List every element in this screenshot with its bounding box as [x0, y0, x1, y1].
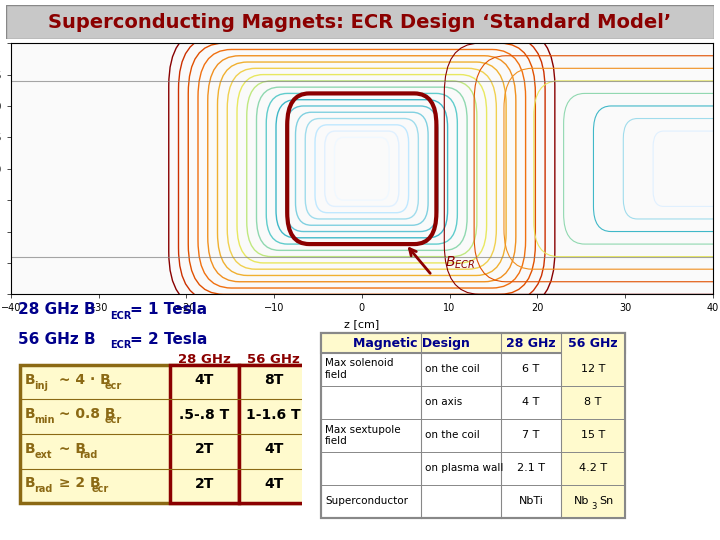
X-axis label: z [cm]: z [cm]	[344, 319, 379, 329]
Text: on the coil: on the coil	[425, 364, 480, 374]
Text: ecr: ecr	[104, 415, 122, 425]
Text: B: B	[24, 407, 35, 421]
Text: 4T: 4T	[264, 477, 283, 491]
Text: Max sextupole
field: Max sextupole field	[325, 424, 401, 446]
Text: 7 T: 7 T	[522, 430, 540, 440]
FancyBboxPatch shape	[20, 365, 308, 503]
FancyBboxPatch shape	[239, 365, 308, 503]
Text: 8 T: 8 T	[584, 397, 602, 407]
FancyBboxPatch shape	[321, 333, 625, 518]
Text: ≥ 2 B: ≥ 2 B	[53, 476, 100, 490]
Text: ~ 0.8 B: ~ 0.8 B	[53, 407, 115, 421]
Text: B: B	[24, 476, 35, 490]
Text: 3: 3	[591, 502, 596, 511]
Text: Superconductor: Superconductor	[325, 496, 408, 507]
Text: on the coil: on the coil	[425, 430, 480, 440]
Text: ECR: ECR	[109, 311, 131, 321]
Text: 56 GHz B: 56 GHz B	[18, 332, 96, 347]
Text: 8T: 8T	[264, 373, 283, 387]
Text: 4T: 4T	[195, 373, 214, 387]
Text: NbTi: NbTi	[518, 496, 544, 507]
Text: 12 T: 12 T	[581, 364, 605, 374]
Text: 15 T: 15 T	[581, 430, 605, 440]
Text: Superconducting Magnets: ECR Design ‘Standard Model’: Superconducting Magnets: ECR Design ‘Sta…	[48, 12, 672, 32]
Text: on axis: on axis	[425, 397, 462, 407]
Text: ecr: ecr	[91, 484, 109, 494]
Text: ecr: ecr	[104, 381, 122, 390]
Text: inj: inj	[35, 381, 48, 390]
Text: ext: ext	[35, 450, 52, 460]
Text: 2T: 2T	[195, 442, 214, 456]
FancyBboxPatch shape	[170, 365, 239, 503]
Text: = 1 Tesla: = 1 Tesla	[130, 302, 207, 318]
Text: 28 GHz B: 28 GHz B	[18, 302, 96, 318]
Text: 56 GHz: 56 GHz	[247, 353, 300, 366]
Text: on plasma wall: on plasma wall	[425, 463, 503, 474]
Text: .5-.8 T: .5-.8 T	[179, 408, 230, 422]
Text: 56 GHz: 56 GHz	[568, 336, 618, 349]
FancyBboxPatch shape	[561, 333, 625, 518]
Text: 4.2 T: 4.2 T	[579, 463, 607, 474]
Text: Max solenoid
field: Max solenoid field	[325, 359, 394, 380]
Text: 28 GHz: 28 GHz	[506, 336, 556, 349]
Text: B: B	[24, 373, 35, 387]
Text: ~ 4 · B: ~ 4 · B	[53, 373, 110, 387]
Text: 4T: 4T	[264, 442, 283, 456]
Text: 1-1.6 T: 1-1.6 T	[246, 408, 301, 422]
Text: B: B	[24, 442, 35, 456]
Text: min: min	[35, 415, 55, 425]
Text: 28 GHz: 28 GHz	[178, 353, 231, 366]
Text: ECR: ECR	[109, 340, 131, 350]
Text: rad: rad	[35, 484, 53, 494]
Text: Nb: Nb	[574, 496, 589, 507]
Text: Sn: Sn	[599, 496, 613, 507]
Text: 2T: 2T	[195, 477, 214, 491]
Text: rad: rad	[79, 450, 97, 460]
Text: 2.1 T: 2.1 T	[517, 463, 545, 474]
Text: 6 T: 6 T	[522, 364, 539, 374]
Text: ~ B: ~ B	[53, 442, 86, 456]
Text: = 2 Tesla: = 2 Tesla	[130, 332, 207, 347]
Text: Magnetic Design: Magnetic Design	[353, 336, 469, 349]
Text: $B_{ECR}$: $B_{ECR}$	[445, 255, 475, 271]
Text: 4 T: 4 T	[522, 397, 540, 407]
FancyBboxPatch shape	[321, 333, 625, 353]
